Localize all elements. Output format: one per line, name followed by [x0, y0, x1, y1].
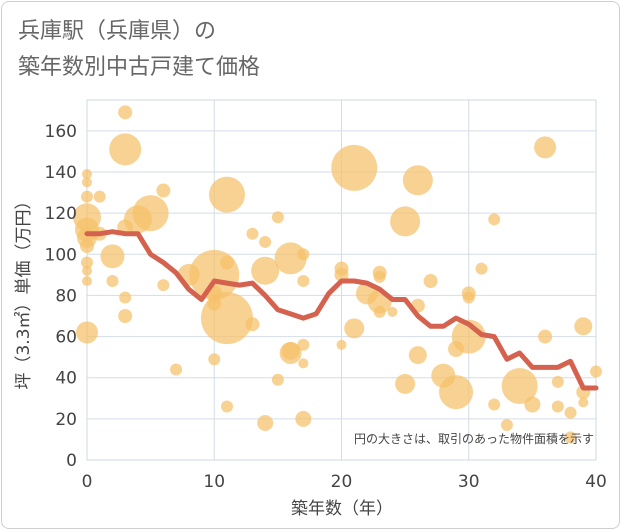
bubble-point — [119, 291, 132, 304]
y-tick-label: 40 — [55, 369, 77, 389]
bubble-point — [297, 275, 310, 288]
bubble-point — [574, 317, 593, 336]
trend-line — [84, 229, 599, 391]
bubble-point — [80, 239, 94, 254]
y-tick-label: 80 — [55, 286, 77, 306]
bubble-point — [246, 227, 259, 240]
bubble-point — [488, 213, 501, 226]
bubble-point — [200, 292, 253, 345]
bubble-point — [251, 256, 280, 285]
bubble-point — [564, 431, 577, 444]
y-axis-label: 坪（3.3㎡）単価（万円） — [14, 192, 34, 389]
bubble-point — [551, 375, 564, 388]
bubble-point — [82, 276, 92, 287]
x-tick-label: 20 — [331, 472, 353, 492]
x-axis-label: 築年数（年） — [291, 499, 393, 519]
bubble-point — [219, 255, 234, 270]
bubble-point — [208, 353, 221, 366]
bubble-point — [344, 318, 365, 339]
bubble-point — [100, 244, 125, 269]
bubble-point — [271, 373, 284, 386]
bubble-point — [298, 358, 309, 369]
bubble-point — [462, 291, 475, 304]
bubble-point — [408, 346, 427, 365]
bubble-point — [82, 169, 92, 180]
bubble-point — [590, 365, 602, 378]
bubble-point — [551, 400, 564, 413]
bubble-point — [81, 256, 93, 269]
bubble-point — [390, 206, 421, 237]
bubble-point — [524, 396, 541, 413]
y-tick-label: 60 — [55, 328, 77, 348]
bubble-point — [423, 274, 438, 289]
x-tick-label: 40 — [585, 472, 607, 492]
bubble-series — [73, 105, 602, 444]
bubble-point — [118, 309, 133, 323]
y-tick-label: 140 — [45, 163, 77, 183]
y-tick-label: 20 — [55, 410, 77, 430]
x-tick-label: 10 — [203, 472, 225, 492]
bubble-point — [220, 400, 233, 413]
chart-title-line1: 兵庫駅（兵庫県）の — [18, 19, 217, 44]
y-axis-ticks: 0 20 40 60 80 100 120 140 160 — [45, 122, 77, 471]
bubble-point — [578, 397, 589, 408]
bubble-point — [331, 144, 378, 191]
bubble-point — [387, 306, 398, 317]
bubble-point — [76, 321, 98, 344]
bubble-point — [82, 177, 92, 188]
y-tick-label: 120 — [45, 204, 77, 224]
bubble-point — [82, 265, 92, 276]
x-tick-label: 0 — [82, 472, 93, 492]
bubble-point — [257, 414, 274, 431]
y-tick-label: 100 — [45, 245, 77, 265]
x-tick-label: 30 — [458, 472, 480, 492]
bubble-point — [373, 305, 386, 318]
bubble-point — [500, 419, 513, 432]
bubble-point — [93, 190, 106, 203]
bubble-point — [259, 235, 272, 248]
bubble-point — [118, 105, 133, 120]
bubble-point — [157, 279, 170, 292]
y-tick-label: 0 — [66, 451, 77, 471]
bubble-point — [245, 317, 260, 332]
bubble-point — [109, 133, 142, 166]
bubble-point — [538, 329, 553, 344]
bubble-point — [488, 398, 501, 411]
bubble-point — [336, 339, 347, 350]
bubble-point — [297, 338, 310, 351]
bubble-point — [564, 406, 577, 419]
bubble-point — [81, 190, 93, 203]
bubble-point — [475, 262, 488, 275]
bubble-point — [402, 165, 433, 196]
bubble-point — [295, 410, 312, 427]
bubble-point — [156, 183, 171, 198]
chart-title: 兵庫駅（兵庫県）の 築年数別中古戸建て価格 — [18, 14, 260, 86]
x-axis-ticks: 0 10 20 30 40 — [82, 472, 607, 492]
bubble-point — [373, 270, 386, 283]
bubble-point — [439, 375, 474, 410]
bubble-point — [395, 373, 416, 394]
bubble-point — [132, 195, 169, 232]
bubble-point — [334, 267, 349, 282]
bubble-point — [208, 176, 245, 213]
bubble-point — [271, 211, 284, 224]
bubble-point — [534, 136, 557, 159]
bubble-point — [501, 367, 538, 404]
y-tick-label: 160 — [45, 122, 77, 142]
bubble-point — [274, 242, 307, 275]
bubble-point — [279, 342, 302, 365]
bubble-point — [170, 363, 183, 376]
bubble-point — [106, 275, 119, 288]
bubble-point — [297, 248, 310, 261]
chart-title-line2: 築年数別中古戸建て価格 — [18, 55, 261, 80]
size-note: 円の大きさは、取引のあった物件面積を示す — [354, 431, 594, 446]
